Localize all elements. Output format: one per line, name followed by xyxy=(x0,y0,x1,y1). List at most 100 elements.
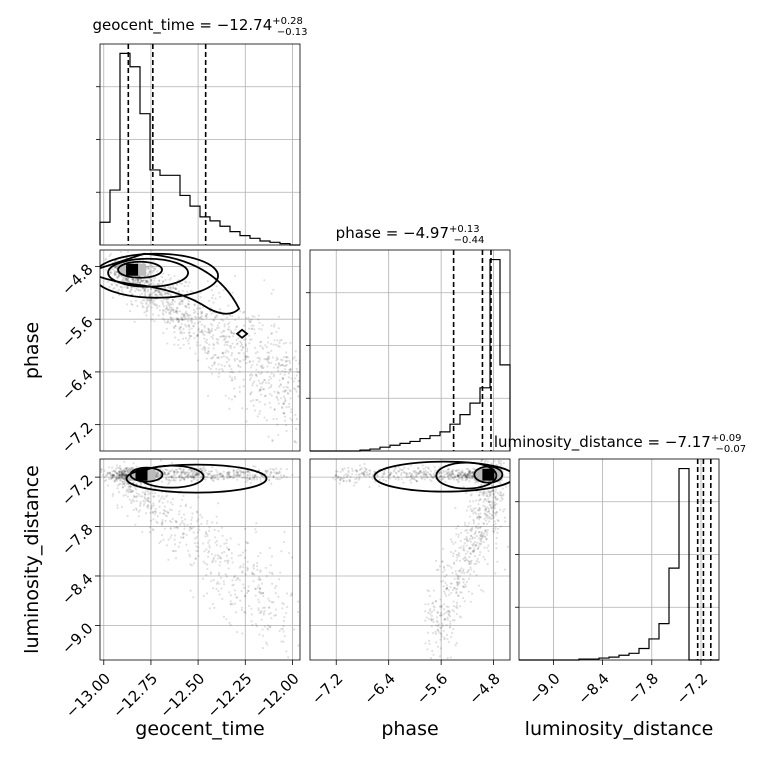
scatter-point xyxy=(498,493,501,497)
scatter-point xyxy=(337,476,340,479)
scatter-point xyxy=(387,476,390,480)
scatter-point xyxy=(451,476,454,480)
scatter-point xyxy=(205,313,208,316)
scatter-point xyxy=(161,312,164,315)
scatter-point xyxy=(382,472,385,475)
scatter-point xyxy=(426,476,429,479)
scatter-point xyxy=(106,484,110,487)
scatter-point xyxy=(430,475,433,478)
scatter-point xyxy=(117,491,121,494)
scatter-point xyxy=(488,493,492,496)
scatter-point xyxy=(256,586,259,589)
scatter-point xyxy=(221,475,224,478)
scatter-point xyxy=(189,527,193,530)
scatter-point xyxy=(244,357,247,360)
scatter-point xyxy=(163,509,166,513)
scatter-point xyxy=(452,554,455,558)
scatter-point xyxy=(288,551,291,555)
scatter-point xyxy=(141,305,144,308)
scatter-point xyxy=(493,460,496,463)
scatter-point xyxy=(273,663,275,665)
scatter-point xyxy=(135,499,139,503)
scatter-point xyxy=(158,279,161,282)
scatter-point xyxy=(449,538,453,541)
scatter-point xyxy=(477,513,480,516)
scatter-point xyxy=(222,477,226,480)
scatter-point xyxy=(114,471,117,475)
scatter-point xyxy=(181,318,184,322)
scatter-point xyxy=(163,471,166,474)
scatter-point xyxy=(368,486,371,489)
scatter-point xyxy=(432,473,435,476)
scatter-point xyxy=(469,566,472,569)
scatter-point xyxy=(207,541,210,544)
scatter-point xyxy=(145,279,149,282)
scatter-point xyxy=(207,329,211,332)
scatter-point xyxy=(497,460,500,464)
scatter-point xyxy=(108,471,111,474)
scatter-point xyxy=(478,515,482,518)
scatter-point xyxy=(366,471,369,474)
scatter-point xyxy=(246,470,249,473)
scatter-point xyxy=(175,310,178,314)
scatter-point xyxy=(477,499,481,502)
scatter-point xyxy=(193,477,197,480)
scatter-point xyxy=(296,385,299,388)
scatter-point xyxy=(218,335,222,338)
scatter-point xyxy=(176,471,179,474)
scatter-point xyxy=(122,477,126,481)
scatter-point xyxy=(430,618,433,622)
scatter-point xyxy=(463,523,467,527)
scatter-point xyxy=(429,473,432,476)
scatter-point xyxy=(463,586,466,589)
scatter-point xyxy=(254,473,257,477)
scatter-point xyxy=(257,584,260,587)
scatter-point xyxy=(243,527,247,530)
scatter-point xyxy=(469,504,472,508)
scatter-point xyxy=(177,343,180,347)
scatter-point xyxy=(175,472,178,475)
scatter-point xyxy=(248,342,251,345)
scatter-point xyxy=(287,392,290,395)
scatter-point xyxy=(442,471,446,474)
scatter-point xyxy=(265,664,267,666)
scatter-point xyxy=(168,278,171,281)
scatter-point xyxy=(254,587,257,590)
scatter-point xyxy=(478,531,481,534)
scatter-point xyxy=(297,644,300,647)
scatter-point xyxy=(280,474,283,477)
scatter-point xyxy=(238,474,241,477)
scatter-point xyxy=(123,484,127,487)
scatter-point xyxy=(192,475,195,478)
scatter-point xyxy=(470,471,473,474)
scatter-point xyxy=(117,476,120,479)
scatter-point xyxy=(134,486,137,490)
scatter-point xyxy=(220,331,223,334)
scatter-point xyxy=(415,471,418,474)
scatter-point xyxy=(282,377,285,380)
scatter-point xyxy=(218,582,221,585)
scatter-point xyxy=(414,473,418,476)
scatter-point xyxy=(473,549,476,552)
scatter-point xyxy=(416,466,420,470)
scatter-point xyxy=(285,389,288,392)
scatter-point xyxy=(183,524,186,527)
scatter-point xyxy=(464,474,468,478)
scatter-point xyxy=(150,507,153,510)
scatter-point xyxy=(248,477,251,481)
scatter-point xyxy=(226,343,229,347)
scatter-point xyxy=(176,470,179,473)
contour-3 xyxy=(100,252,241,315)
scatter-point xyxy=(139,504,142,508)
scatter-point xyxy=(490,507,493,510)
scatter-point xyxy=(179,325,182,328)
scatter-point xyxy=(175,520,178,523)
scatter-point xyxy=(218,321,221,325)
scatter-point xyxy=(466,475,470,478)
scatter-point xyxy=(163,291,167,294)
scatter-point xyxy=(174,557,178,560)
scatter-point xyxy=(195,549,198,553)
scatter-point xyxy=(453,577,456,581)
scatter-point xyxy=(423,610,427,613)
scatter-point xyxy=(254,531,258,534)
